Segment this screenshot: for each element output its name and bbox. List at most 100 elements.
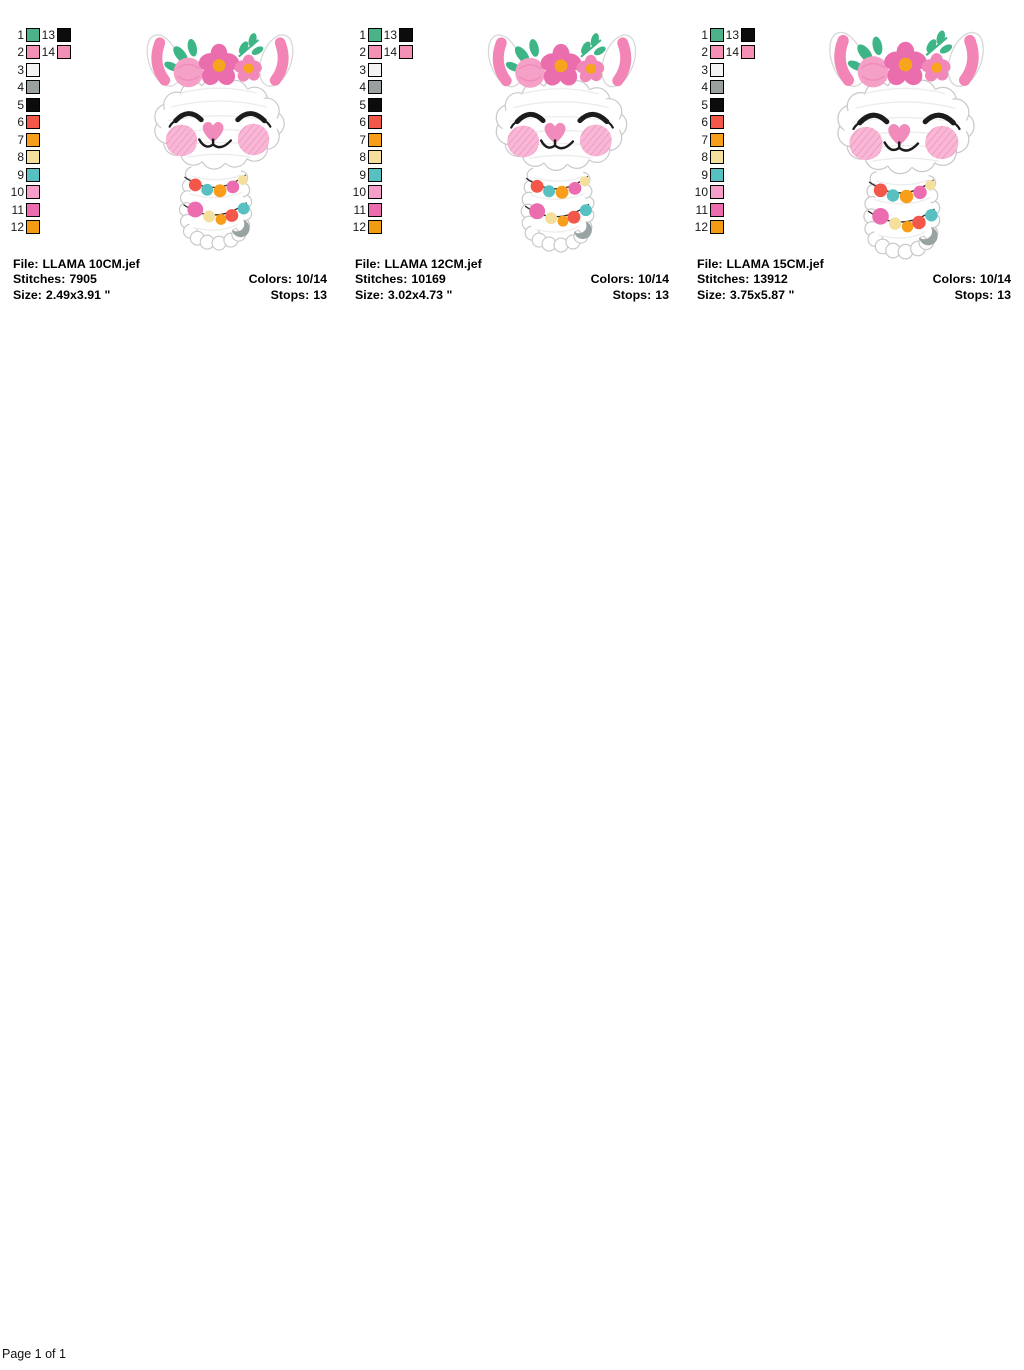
thread-color-swatch [399, 27, 413, 42]
thread-row: 4 [8, 79, 71, 97]
thread-number: 6 [359, 115, 366, 130]
thread-color-swatch [26, 132, 40, 147]
thread-row: 9 [8, 166, 71, 184]
thread-row: 7 [350, 131, 413, 149]
thread-color-swatch [399, 45, 413, 60]
thread-row: 12 [692, 219, 755, 237]
thread-row: 4 [350, 79, 413, 97]
colors-line: Colors: 10/14 [933, 272, 1011, 287]
colors-line: Colors: 10/14 [249, 272, 327, 287]
thread-number: 12 [10, 220, 24, 235]
file-label: File: [13, 257, 39, 271]
thread-number: 8 [359, 150, 366, 165]
thread-color-swatch [710, 97, 724, 112]
size-line: Size: 3.02x4.73 " [355, 288, 452, 303]
thread-color-swatch [368, 132, 382, 147]
thread-color-swatch [26, 220, 40, 235]
stitches-line: Stitches: 10169 [355, 272, 446, 287]
thread-color-swatch [57, 27, 71, 42]
thread-row: 8 [692, 149, 755, 167]
thread-row: 11 [8, 201, 71, 219]
thread-color-swatch [368, 97, 382, 112]
size-value: 2.49x3.91 " [45, 287, 111, 302]
thread-number: 4 [359, 80, 366, 95]
thread-row: 10 [692, 184, 755, 202]
thread-number: 11 [353, 202, 366, 217]
thread-number: 7 [359, 132, 366, 147]
thread-color-swatch [368, 45, 382, 60]
thread-color-swatch [710, 150, 724, 165]
thread-number: 1 [701, 27, 708, 42]
file-value: LLAMA 12CM.jef [384, 257, 482, 271]
thread-number: 10 [352, 185, 366, 200]
thread-row: 3 [692, 61, 755, 79]
thread-number: 2 [17, 45, 24, 60]
thread-color-swatch [57, 45, 71, 60]
stops-value: 13 [655, 287, 669, 302]
thread-color-swatch [710, 115, 724, 130]
thread-color-swatch [710, 27, 724, 42]
thread-number: 5 [17, 97, 24, 112]
size-value: 3.02x4.73 " [387, 287, 453, 302]
thread-color-swatch [26, 62, 40, 77]
design-info: File: LLAMA 15CM.jef Stitches: 13912 Color… [697, 257, 1011, 303]
stitches-label: Stitches: [697, 272, 750, 287]
thread-row: 10 [350, 184, 413, 202]
stitches-line: Stitches: 7905 [13, 272, 97, 287]
colors-label: Colors: [248, 272, 292, 287]
thread-row: 12 [350, 219, 413, 237]
file-line: File: LLAMA 15CM.jef [697, 257, 1011, 272]
thread-color-swatch [368, 150, 382, 165]
thread-color-swatch [710, 80, 724, 95]
thread-number: 1 [17, 27, 24, 42]
thread-number: 2 [359, 45, 366, 60]
thread-row: 10 [8, 184, 71, 202]
thread-row: 2 14 [350, 44, 413, 62]
llama-embroidery-preview [477, 26, 647, 255]
stitches-label: Stitches: [13, 272, 66, 287]
stops-label: Stops: [612, 287, 652, 302]
thread-color-swatch [741, 27, 755, 42]
file-value: LLAMA 15CM.jef [726, 257, 824, 271]
thread-row: 2 14 [8, 44, 71, 62]
stitches-label: Stitches: [355, 272, 408, 287]
thread-color-swatch [26, 45, 40, 60]
thread-color-swatch [710, 185, 724, 200]
thread-number: 6 [701, 115, 708, 130]
thread-number: 13 [383, 27, 397, 42]
thread-row: 2 14 [692, 44, 755, 62]
thread-row: 6 [8, 114, 71, 132]
thread-number: 9 [359, 167, 366, 182]
stops-line: Stops: 13 [613, 288, 669, 303]
thread-color-swatch [710, 45, 724, 60]
thread-number: 9 [701, 167, 708, 182]
thread-color-swatch [710, 62, 724, 77]
thread-color-swatch [710, 220, 724, 235]
thread-color-swatch [26, 185, 40, 200]
thread-number: 8 [701, 150, 708, 165]
thread-number: 1 [359, 27, 366, 42]
stitches-line: Stitches: 13912 [697, 272, 788, 287]
thread-color-swatch [26, 80, 40, 95]
thread-number: 2 [701, 45, 708, 60]
thread-color-swatch [26, 202, 40, 217]
thread-row: 5 [692, 96, 755, 114]
thread-number: 10 [10, 185, 24, 200]
thread-number: 5 [359, 97, 366, 112]
thread-number: 3 [701, 62, 708, 77]
thread-number: 12 [694, 220, 708, 235]
thread-row: 1 13 [350, 26, 413, 44]
thread-number: 4 [17, 80, 24, 95]
thread-number: 5 [701, 97, 708, 112]
thread-number: 11 [11, 202, 24, 217]
thread-number: 14 [41, 45, 55, 60]
thread-row: 11 [692, 201, 755, 219]
thread-number: 12 [352, 220, 366, 235]
thread-number: 7 [701, 132, 708, 147]
size-value: 3.75x5.87 " [729, 287, 795, 302]
thread-row: 9 [350, 166, 413, 184]
thread-row: 11 [350, 201, 413, 219]
thread-number: 3 [359, 62, 366, 77]
thread-color-swatch [368, 185, 382, 200]
design-card-llama-12cm: 1 13 2 14 3 4 5 6 7 8 9 10 11 12 File: LLAMA 12CM.jef … [342, 0, 683, 320]
